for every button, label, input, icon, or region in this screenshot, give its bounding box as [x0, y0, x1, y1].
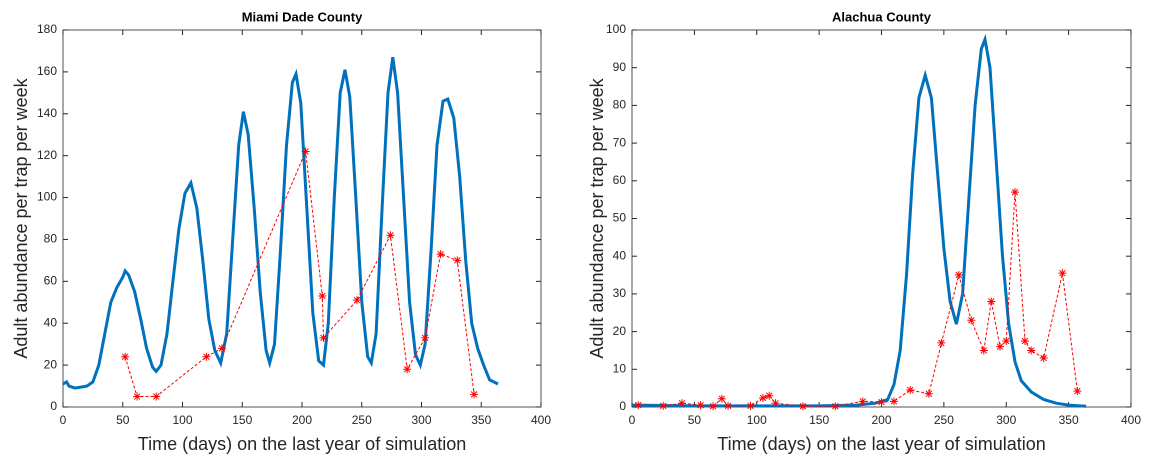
- marker: [121, 352, 130, 361]
- marker: [765, 391, 774, 400]
- chart-title: Alachua County: [832, 9, 932, 24]
- x-tick-label: 50: [116, 413, 130, 427]
- marker: [217, 344, 226, 353]
- marker: [717, 394, 726, 403]
- marker: [746, 401, 755, 410]
- x-tick-label: 100: [747, 413, 767, 427]
- y-tick-label: 20: [613, 324, 627, 338]
- marker: [798, 402, 807, 411]
- marker: [319, 333, 328, 342]
- marker: [677, 399, 686, 408]
- marker: [421, 333, 430, 342]
- x-axis-label: Time (days) on the last year of simulati…: [138, 434, 466, 454]
- marker: [771, 399, 780, 408]
- y-tick-label: 160: [37, 64, 57, 78]
- y-tick-label: 120: [37, 148, 57, 162]
- plot-line: [62, 56, 499, 401]
- y-tick-label: 40: [44, 315, 58, 329]
- marker: [1020, 337, 1029, 346]
- y-axis-label: Adult abundance per trap per week: [11, 77, 31, 358]
- y-tick-label: 10: [613, 361, 627, 375]
- marker: [1073, 387, 1082, 396]
- marker: [758, 393, 767, 402]
- marker: [858, 397, 867, 406]
- marker: [877, 398, 886, 407]
- series-line: [62, 56, 499, 390]
- marker: [386, 231, 395, 240]
- y-tick-label: 50: [613, 211, 627, 225]
- x-tick-label: 400: [1121, 413, 1141, 427]
- marker: [659, 401, 668, 410]
- marker: [152, 392, 161, 401]
- marker: [831, 402, 840, 411]
- marker: [696, 401, 705, 410]
- y-tick-label: 30: [613, 286, 627, 300]
- marker: [1039, 353, 1048, 362]
- marker: [967, 316, 976, 325]
- marker: [1002, 337, 1011, 346]
- x-tick-label: 150: [232, 413, 252, 427]
- marker: [301, 147, 310, 156]
- marker: [436, 250, 445, 259]
- x-tick-label: 200: [292, 413, 312, 427]
- marker: [403, 365, 412, 374]
- y-tick-label: 180: [37, 22, 57, 36]
- y-tick-label: 60: [44, 274, 58, 288]
- marker: [889, 397, 898, 406]
- marker: [1010, 188, 1019, 197]
- marker: [1027, 346, 1036, 355]
- marker: [979, 346, 988, 355]
- y-tick-label: 80: [613, 98, 627, 112]
- marker: [996, 342, 1005, 351]
- y-tick-label: 70: [613, 135, 627, 149]
- marker: [453, 256, 462, 265]
- x-tick-label: 350: [1059, 413, 1079, 427]
- x-tick-label: 300: [411, 413, 431, 427]
- x-tick-label: 0: [60, 413, 67, 427]
- marker: [634, 401, 643, 410]
- plot-line: [631, 33, 1087, 411]
- y-tick-label: 100: [37, 190, 57, 204]
- y-tick-label: 20: [44, 357, 58, 371]
- y-tick-label: 140: [37, 106, 57, 120]
- marker: [202, 352, 211, 361]
- x-axis-label: Time (days) on the last year of simulati…: [717, 434, 1045, 454]
- chart-title: Miami Dade County: [242, 9, 363, 24]
- y-tick-label: 0: [619, 399, 626, 413]
- y-axis-label: Adult abundance per trap per week: [587, 77, 607, 358]
- marker: [318, 291, 327, 300]
- y-tick-label: 60: [613, 173, 627, 187]
- marker: [954, 271, 963, 280]
- y-tick-label: 0: [50, 399, 57, 413]
- x-tick-label: 200: [871, 413, 891, 427]
- marker: [724, 401, 733, 410]
- marker: [470, 390, 479, 399]
- y-tick-label: 80: [44, 232, 58, 246]
- marker: [937, 338, 946, 347]
- x-tick-label: 0: [629, 413, 636, 427]
- series-line: [124, 149, 475, 397]
- marker: [709, 402, 718, 411]
- y-tick-label: 90: [613, 60, 627, 74]
- x-tick-label: 400: [531, 413, 551, 427]
- x-tick-label: 50: [688, 413, 702, 427]
- marker: [352, 296, 361, 305]
- plot-area: [631, 29, 1132, 408]
- x-tick-label: 250: [934, 413, 954, 427]
- x-tick-label: 350: [471, 413, 491, 427]
- y-tick-label: 40: [613, 248, 627, 262]
- marker: [133, 392, 142, 401]
- plot-area: [62, 29, 542, 408]
- marker: [987, 297, 996, 306]
- y-tick-label: 100: [606, 22, 626, 36]
- x-tick-label: 250: [352, 413, 372, 427]
- marker: [1058, 269, 1067, 278]
- x-tick-label: 150: [809, 413, 829, 427]
- x-tick-label: 100: [172, 413, 192, 427]
- x-tick-label: 300: [996, 413, 1016, 427]
- marker: [906, 386, 915, 395]
- marker: [924, 389, 933, 398]
